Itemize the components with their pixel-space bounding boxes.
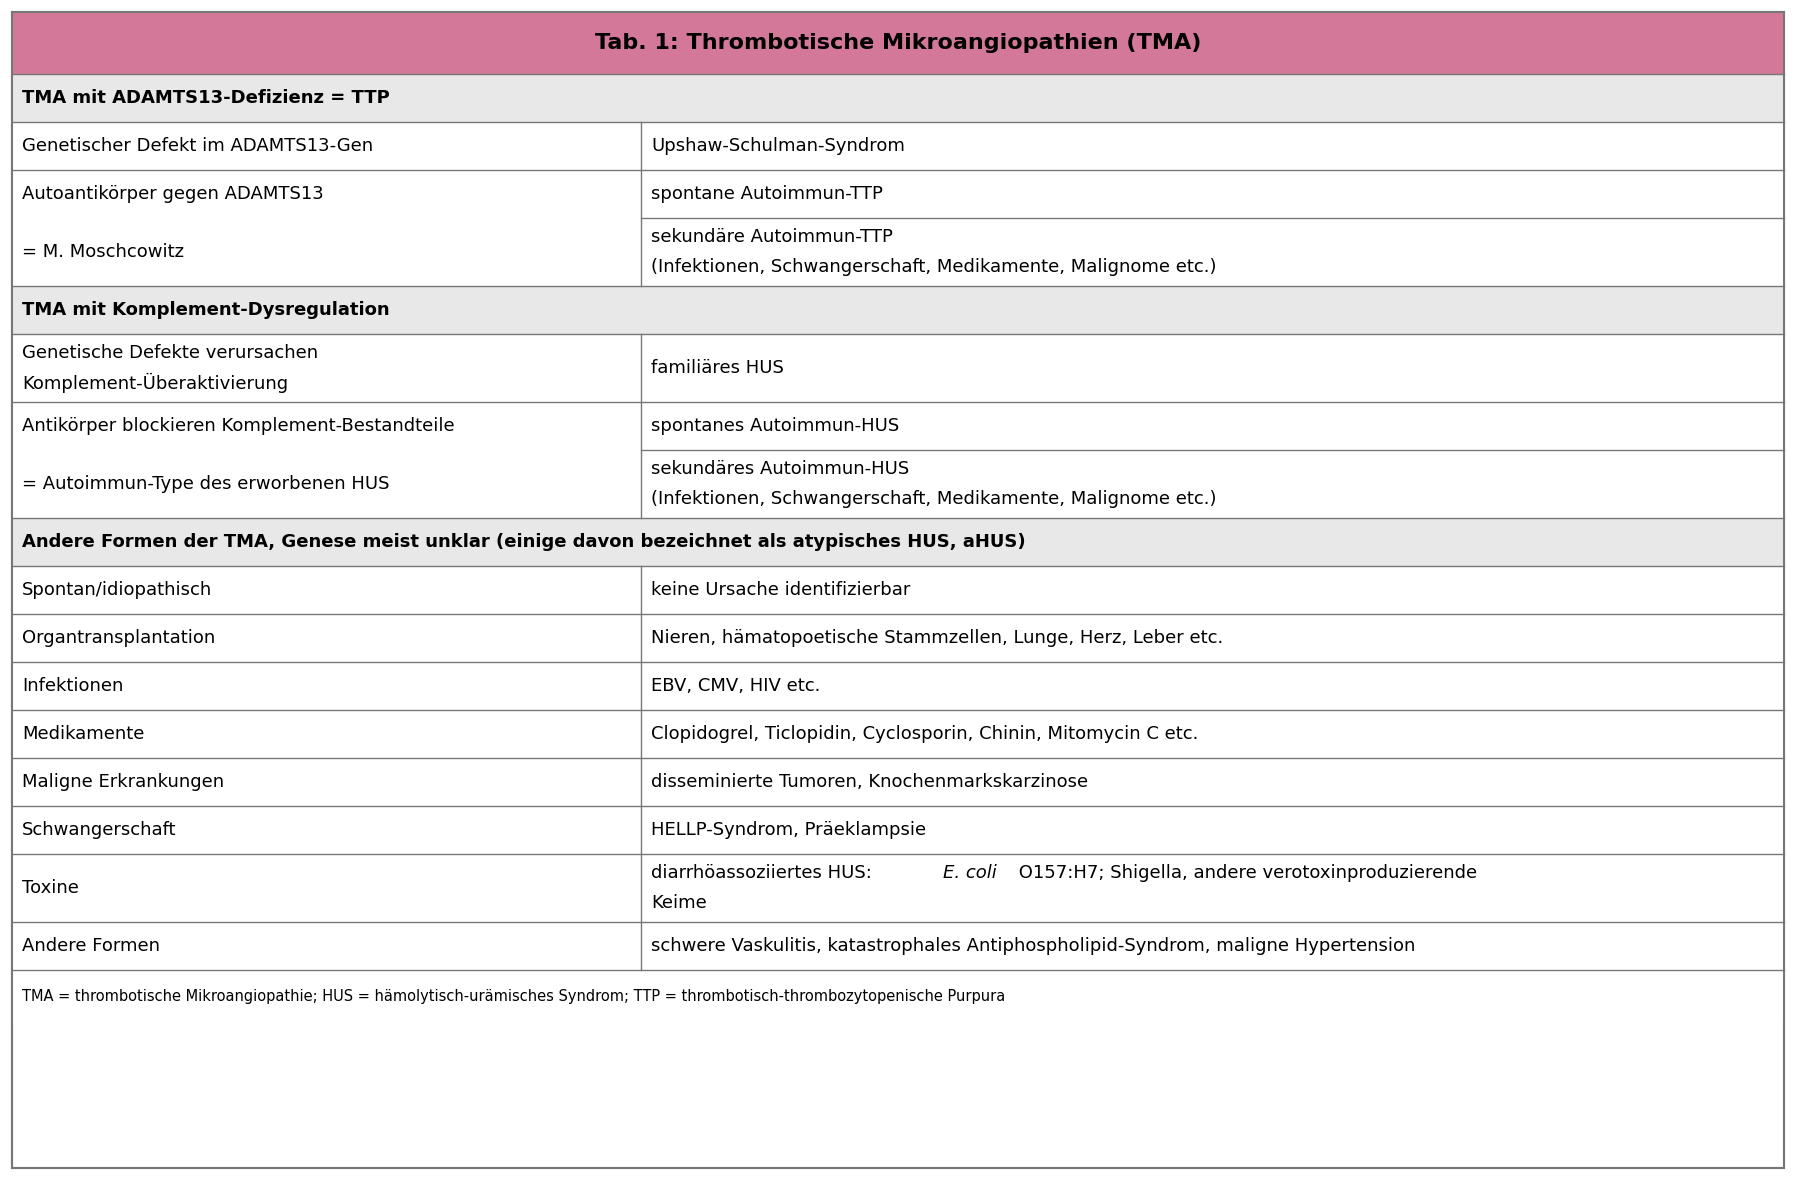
Text: Andere Formen: Andere Formen bbox=[22, 937, 160, 955]
Bar bbox=[13, 662, 1783, 710]
Bar bbox=[13, 566, 1783, 614]
Bar bbox=[13, 402, 1783, 518]
Text: Spontan/idiopathisch: Spontan/idiopathisch bbox=[22, 581, 212, 599]
Text: Clopidogrel, Ticlopidin, Cyclosporin, Chinin, Mitomycin C etc.: Clopidogrel, Ticlopidin, Cyclosporin, Ch… bbox=[652, 725, 1198, 743]
Text: Komplement-Überaktivierung: Komplement-Überaktivierung bbox=[22, 373, 287, 393]
Bar bbox=[13, 170, 1783, 286]
Bar bbox=[13, 922, 1783, 970]
Text: Autoantikörper gegen ADAMTS13: Autoantikörper gegen ADAMTS13 bbox=[22, 185, 323, 203]
Bar bbox=[13, 758, 1783, 806]
Text: Maligne Erkrankungen: Maligne Erkrankungen bbox=[22, 773, 224, 791]
Text: HELLP-Syndrom, Präeklampsie: HELLP-Syndrom, Präeklampsie bbox=[652, 821, 927, 839]
Text: EBV, CMV, HIV etc.: EBV, CMV, HIV etc. bbox=[652, 677, 821, 695]
Bar bbox=[13, 614, 1783, 662]
Text: TMA = thrombotische Mikroangiopathie; HUS = hämolytisch-urämisches Syndrom; TTP : TMA = thrombotische Mikroangiopathie; HU… bbox=[22, 989, 1006, 1003]
Bar bbox=[13, 970, 1783, 1022]
Text: Organtransplantation: Organtransplantation bbox=[22, 629, 216, 647]
Bar bbox=[13, 122, 1783, 170]
Text: spontane Autoimmun-TTP: spontane Autoimmun-TTP bbox=[652, 185, 884, 203]
Bar bbox=[13, 806, 1783, 854]
Text: familiäres HUS: familiäres HUS bbox=[652, 359, 783, 376]
Text: = M. Moschcowitz: = M. Moschcowitz bbox=[22, 243, 183, 261]
Text: Schwangerschaft: Schwangerschaft bbox=[22, 821, 176, 839]
Bar bbox=[13, 710, 1783, 758]
Text: Nieren, hämatopoetische Stammzellen, Lunge, Herz, Leber etc.: Nieren, hämatopoetische Stammzellen, Lun… bbox=[652, 629, 1223, 647]
Text: TMA mit ADAMTS13-Defizienz = TTP: TMA mit ADAMTS13-Defizienz = TTP bbox=[22, 88, 390, 107]
Text: Upshaw-Schulman-Syndrom: Upshaw-Schulman-Syndrom bbox=[652, 137, 905, 155]
Bar bbox=[13, 854, 1783, 922]
Text: schwere Vaskulitis, katastrophales Antiphospholipid-Syndrom, maligne Hypertensio: schwere Vaskulitis, katastrophales Antip… bbox=[652, 937, 1415, 955]
Text: Toxine: Toxine bbox=[22, 879, 79, 897]
Text: (Infektionen, Schwangerschaft, Medikamente, Malignome etc.): (Infektionen, Schwangerschaft, Medikamen… bbox=[652, 257, 1216, 276]
Bar bbox=[13, 74, 1783, 122]
Text: E. coli: E. coli bbox=[943, 864, 997, 883]
Text: Antikörper blockieren Komplement-Bestandteile: Antikörper blockieren Komplement-Bestand… bbox=[22, 417, 454, 435]
Text: Andere Formen der TMA, Genese meist unklar (einige davon bezeichnet als atypisch: Andere Formen der TMA, Genese meist unkl… bbox=[22, 533, 1026, 551]
Text: Keime: Keime bbox=[652, 893, 708, 912]
Text: Tab. 1: Thrombotische Mikroangiopathien (TMA): Tab. 1: Thrombotische Mikroangiopathien … bbox=[594, 33, 1202, 53]
Text: keine Ursache identifizierbar: keine Ursache identifizierbar bbox=[652, 581, 911, 599]
Bar bbox=[13, 286, 1783, 334]
Text: spontanes Autoimmun-HUS: spontanes Autoimmun-HUS bbox=[652, 417, 900, 435]
Text: Genetische Defekte verursachen: Genetische Defekte verursachen bbox=[22, 345, 318, 362]
Text: sekundäre Autoimmun-TTP: sekundäre Autoimmun-TTP bbox=[652, 228, 893, 247]
Text: Medikamente: Medikamente bbox=[22, 725, 144, 743]
Text: Genetischer Defekt im ADAMTS13-Gen: Genetischer Defekt im ADAMTS13-Gen bbox=[22, 137, 374, 155]
Text: diarrhöassoziiertes HUS:: diarrhöassoziiertes HUS: bbox=[652, 864, 878, 883]
Text: = Autoimmun-Type des erworbenen HUS: = Autoimmun-Type des erworbenen HUS bbox=[22, 476, 390, 493]
Text: (Infektionen, Schwangerschaft, Medikamente, Malignome etc.): (Infektionen, Schwangerschaft, Medikamen… bbox=[652, 490, 1216, 507]
Text: O157:H7; Shigella, andere verotoxinproduzierende: O157:H7; Shigella, andere verotoxinprodu… bbox=[1013, 864, 1476, 883]
Bar bbox=[13, 334, 1783, 402]
Bar bbox=[13, 518, 1783, 566]
Text: disseminierte Tumoren, Knochenmarkskarzinose: disseminierte Tumoren, Knochenmarkskarzi… bbox=[652, 773, 1088, 791]
Text: Infektionen: Infektionen bbox=[22, 677, 124, 695]
Text: TMA mit Komplement-Dysregulation: TMA mit Komplement-Dysregulation bbox=[22, 301, 390, 319]
Bar bbox=[13, 12, 1783, 74]
Text: sekundäres Autoimmun-HUS: sekundäres Autoimmun-HUS bbox=[652, 460, 909, 478]
